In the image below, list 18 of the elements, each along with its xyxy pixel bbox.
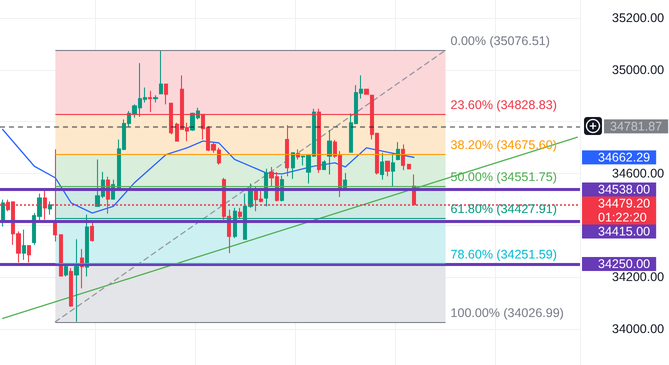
ref-line-label: 34250.00 xyxy=(598,257,650,272)
ref-line-label: 78.60% (34251.59) xyxy=(450,248,557,262)
y-tick-label: 34000.00 xyxy=(612,322,664,336)
y-tick-label: 34600.00 xyxy=(612,166,664,180)
text: 34662.29 xyxy=(598,150,650,164)
y-tick-label: 34200.00 xyxy=(612,270,664,284)
y-tick-label: 35000.00 xyxy=(612,62,664,77)
ref-line-label: 23.60% (34828.83) xyxy=(450,98,557,112)
ref-line-label: 0.00% (35076.51) xyxy=(450,34,550,48)
ref-line-label: 100.00% (34026.99) xyxy=(450,306,564,320)
ref-line-label: 38.20% (34675.60) xyxy=(450,138,557,152)
ref-line-label: 50.00% (34551.75) xyxy=(450,170,557,184)
y-tick-label: 35200.00 xyxy=(612,11,664,26)
ref-line-label: 34538.00 xyxy=(598,182,650,196)
ref-line-label: 34479.20 01:22:20 xyxy=(598,196,650,224)
ref-line-label: 34781.87 xyxy=(610,119,662,134)
ref-line-label: 61.80% (34427.91) xyxy=(450,202,557,216)
ref-line-label: 34415.00 xyxy=(598,224,650,238)
